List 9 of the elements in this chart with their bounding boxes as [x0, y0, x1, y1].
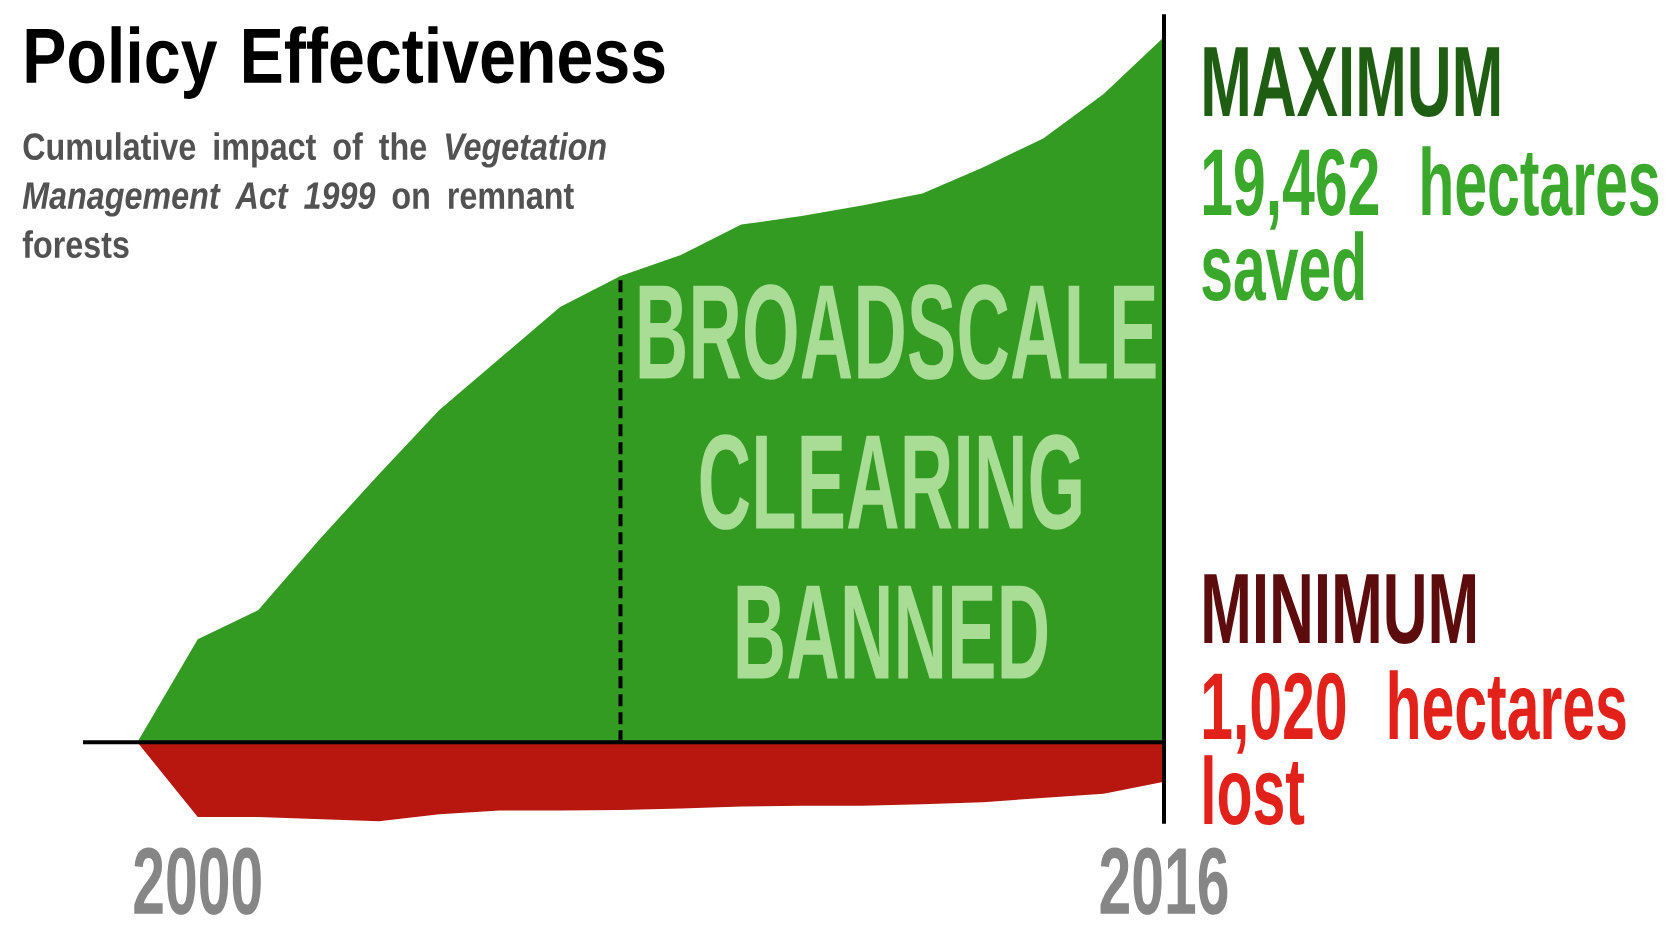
text: Cumulative impact of the Vegetation Management Act 1999 on remnant forests [22, 132, 606, 259]
text: MINIMUM [1204, 574, 1476, 644]
ref-line-label: BROADSCALE CLEARING BANNED [639, 284, 1156, 679]
text: 19,462 hectares saved [1202, 146, 1659, 301]
chart-title: Policy Effectiveness [26, 26, 665, 99]
x-tick-label: 2016 [1100, 847, 1228, 915]
x-tick-label: 2000 [134, 847, 261, 915]
text: MAXIMUM [1204, 47, 1500, 117]
text: 1,020 hectares lost [1203, 670, 1626, 825]
